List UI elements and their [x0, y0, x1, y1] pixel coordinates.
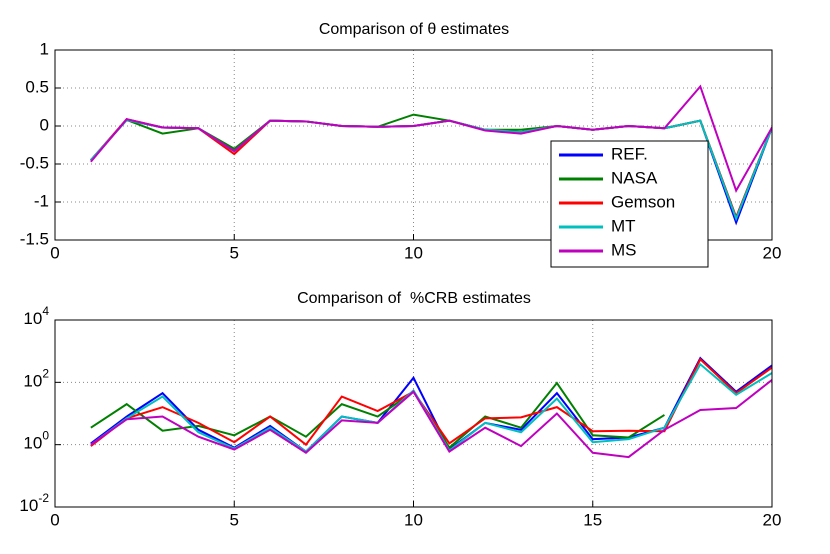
axes-box — [54, 319, 773, 508]
x-tick-label: 0 — [50, 510, 59, 529]
legend-label: REF. — [611, 144, 648, 163]
y-tick-label: 100 — [23, 429, 49, 453]
data-line — [90, 381, 665, 450]
x-tick-label: 20 — [763, 243, 782, 262]
chart-title: Comparison of %CRB estimates — [297, 290, 531, 307]
x-tick-label: 20 — [763, 510, 782, 529]
axes-box — [54, 49, 773, 241]
y-tick-label: 10-2 — [19, 491, 49, 515]
y-tick-label: 104 — [23, 304, 49, 328]
y-tick-label: -1.5 — [20, 229, 49, 248]
legend-label: Gemson — [611, 192, 675, 211]
chart-title: Comparison of θ estimates — [319, 21, 509, 38]
x-tick-label: 10 — [404, 510, 423, 529]
y-tick-label: 1 — [40, 39, 49, 58]
x-tick-label: 5 — [230, 243, 239, 262]
y-tick-label: 0 — [40, 115, 49, 134]
legend-label: MS — [611, 240, 637, 259]
data-line — [90, 379, 772, 459]
x-tick-label: 10 — [404, 243, 423, 262]
data-line — [90, 84, 772, 194]
x-tick-label: 5 — [230, 510, 239, 529]
legend-label: NASA — [611, 168, 658, 187]
y-tick-label: 102 — [23, 367, 49, 391]
data-line — [90, 357, 772, 447]
legend-label: MT — [611, 216, 636, 235]
x-tick-label: 0 — [50, 243, 59, 262]
y-tick-label: -0.5 — [20, 153, 49, 172]
y-tick-label: -1 — [34, 191, 49, 210]
x-tick-label: 15 — [583, 510, 602, 529]
y-tick-label: 0.5 — [25, 77, 49, 96]
